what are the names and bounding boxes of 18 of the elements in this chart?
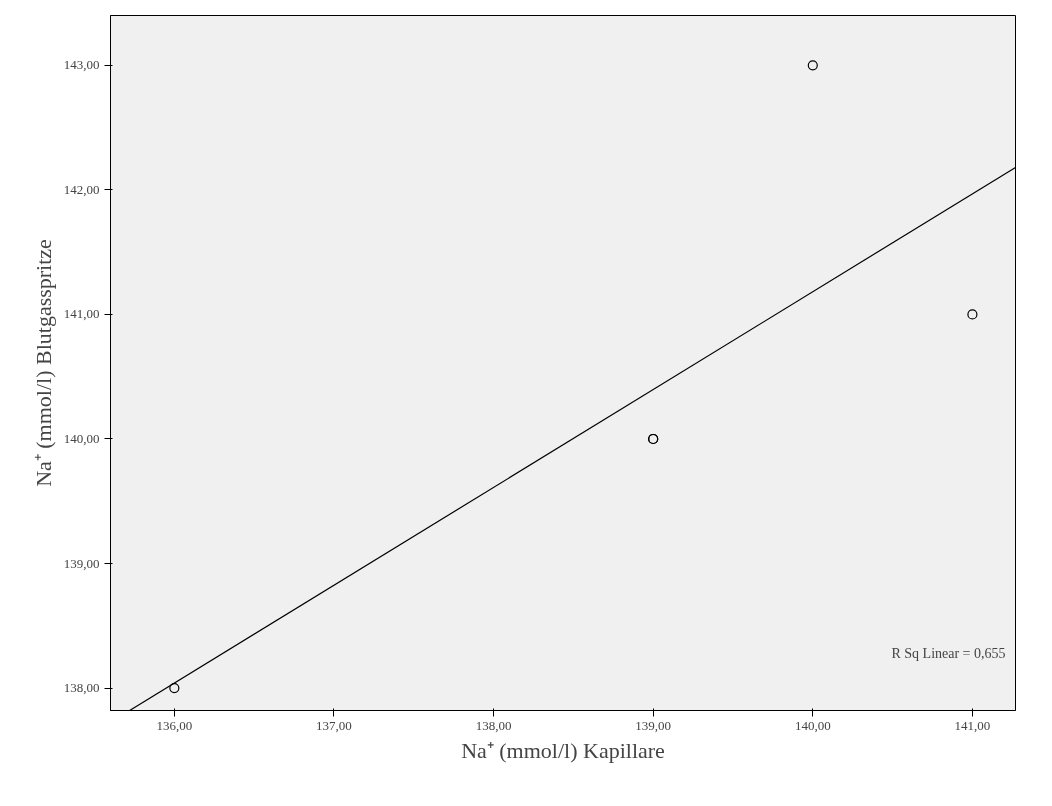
y-tick-label: 142,00	[63, 181, 100, 197]
point	[967, 309, 978, 320]
y-axis-title: Na⁺ (mmol/l) Blutgasspritze	[30, 239, 56, 487]
x-tick-label: 137,00	[316, 717, 352, 733]
x-tick-label: 140,00	[794, 717, 831, 733]
x-axis-title: Na⁺ (mmol/l) Kapillare	[461, 737, 665, 763]
y-tick-label: 138,00	[63, 680, 100, 696]
y-tick-label: 139,00	[63, 555, 100, 571]
x-tick-label: 139,00	[635, 717, 672, 733]
x-tick-label: 141,00	[954, 717, 991, 733]
point	[169, 682, 180, 694]
y-tick-label: 143,00	[63, 57, 100, 73]
y-tick-label: 140,00	[63, 430, 100, 446]
x-tick-label: 138,00	[475, 717, 512, 733]
annotation: R Sq Linear = 0,655	[891, 645, 1006, 661]
x-tick-label: 136,00	[156, 717, 193, 733]
y-tick-label: 141,00	[63, 306, 100, 322]
point	[807, 60, 818, 71]
